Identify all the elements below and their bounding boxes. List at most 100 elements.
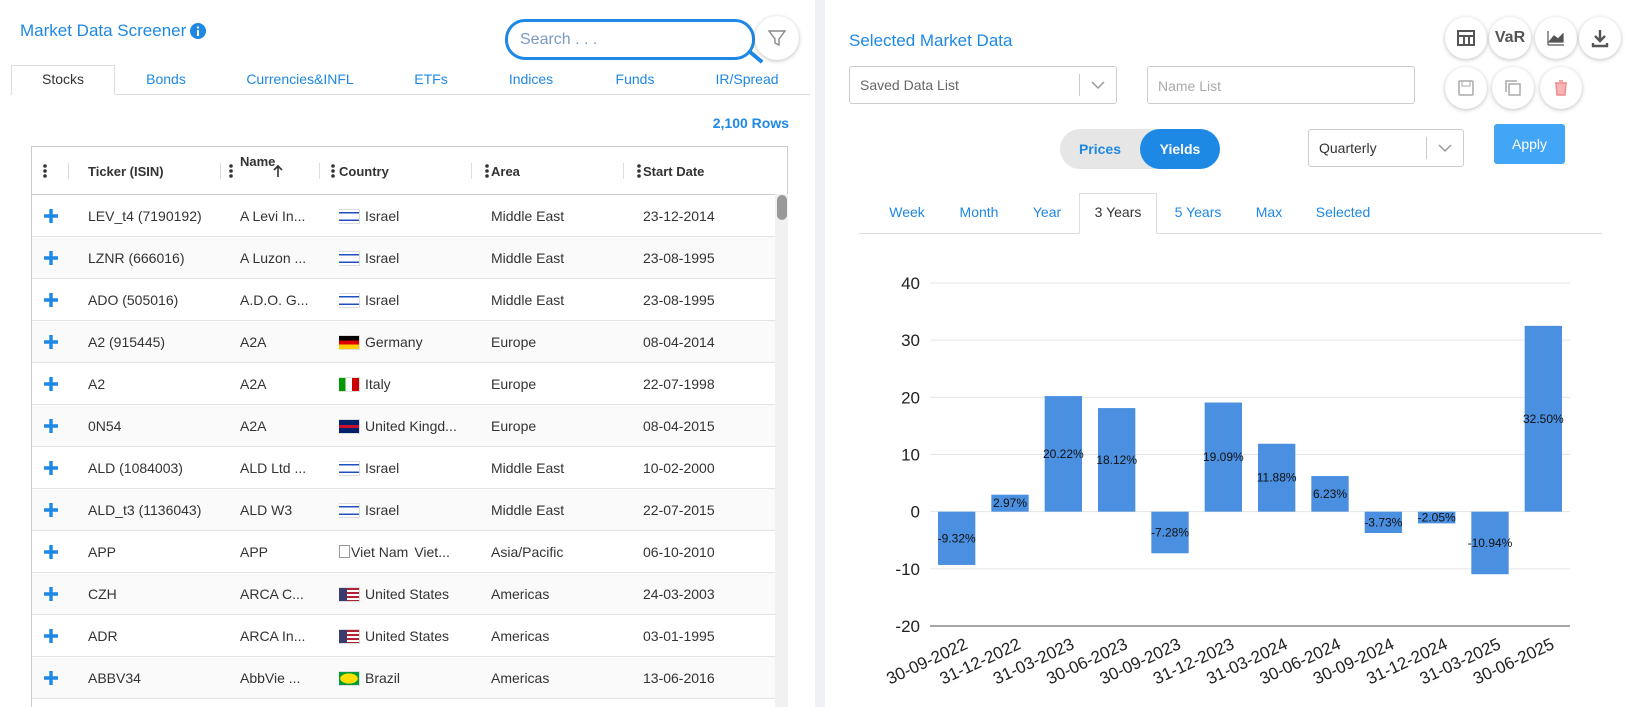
- table-cell: ARCA C...: [240, 573, 320, 615]
- column-header[interactable]: Ticker (ISIN): [88, 164, 164, 179]
- table-cell: A2A: [240, 321, 320, 363]
- filter-button[interactable]: [755, 16, 799, 60]
- range-tab[interactable]: 3 Years: [1094, 204, 1142, 220]
- add-button[interactable]: [43, 628, 59, 649]
- icon: [196, 26, 200, 36]
- chevron: [1090, 78, 1106, 97]
- table-cell: Italy: [339, 363, 474, 405]
- cell-text: A2: [88, 376, 106, 392]
- add-button[interactable]: [43, 292, 59, 313]
- cell-text: Americas: [491, 670, 550, 686]
- add-button[interactable]: [43, 334, 59, 355]
- cell-text: 24-03-2003: [643, 586, 715, 602]
- mode-button[interactable]: Yields: [1140, 129, 1220, 169]
- range-tab[interactable]: Month: [959, 204, 999, 220]
- table-header: Ticker (ISIN) Name Country Area Start Date: [32, 147, 787, 195]
- column-menu[interactable]: [484, 163, 490, 184]
- icon: [43, 164, 47, 178]
- add-button[interactable]: [43, 502, 59, 523]
- name-list-input[interactable]: Name List: [1147, 66, 1415, 104]
- period-select[interactable]: Quarterly: [1308, 129, 1464, 167]
- table-cell: 13-06-2016: [643, 657, 783, 699]
- add-button[interactable]: [43, 586, 59, 607]
- icon: [485, 164, 489, 178]
- range-tab[interactable]: 5 Years: [1174, 204, 1222, 220]
- column-menu[interactable]: [636, 163, 642, 184]
- cell-text: Viet...: [414, 544, 450, 560]
- column-menu[interactable]: [42, 163, 48, 184]
- add-button[interactable]: [43, 250, 59, 271]
- var-button[interactable]: VaR: [1489, 17, 1531, 59]
- bar: [1098, 408, 1136, 512]
- cell-text: A Levi In...: [240, 208, 306, 224]
- broken-image: [339, 545, 350, 558]
- tab-underline: [10, 94, 810, 95]
- cell-text: AbbVie ...: [240, 670, 301, 686]
- range-tab[interactable]: Selected: [1315, 204, 1371, 220]
- mode-button[interactable]: Prices: [1078, 141, 1122, 157]
- tab[interactable]: Currencies&INFL: [246, 71, 354, 87]
- column-header[interactable]: Start Date: [643, 164, 705, 179]
- add-button[interactable]: [43, 670, 59, 691]
- tab[interactable]: ETFs: [414, 71, 448, 87]
- tab[interactable]: Funds: [615, 71, 655, 87]
- table-cell: Europe: [491, 321, 626, 363]
- value-label: 11.88%: [1257, 471, 1297, 485]
- cell-text: Americas: [491, 586, 550, 602]
- cell-text: ARCA In...: [240, 628, 306, 644]
- add-button[interactable]: [43, 544, 59, 565]
- copy-button[interactable]: [1492, 67, 1534, 109]
- cell-text: 13-06-2016: [643, 670, 715, 686]
- search-box[interactable]: Search . . .: [505, 19, 755, 60]
- add-button[interactable]: [43, 208, 59, 229]
- table-cell: 0N54: [88, 405, 218, 447]
- icon: [44, 545, 58, 559]
- column-header[interactable]: Name: [240, 154, 276, 169]
- bar: [1204, 402, 1242, 512]
- column-header[interactable]: Area: [491, 164, 520, 179]
- area-button[interactable]: [1535, 17, 1577, 59]
- cell-text: A2A: [240, 418, 267, 434]
- table-cell: 23-08-1995: [643, 237, 783, 279]
- table-row: A2 (915445) A2A Germany Europe 08-04-2014: [32, 321, 775, 363]
- y-tick-label: 40: [901, 274, 920, 293]
- column-menu[interactable]: [330, 163, 336, 184]
- range-tab[interactable]: Max: [1255, 204, 1283, 220]
- table-cell: ABBV34: [88, 657, 218, 699]
- add-button[interactable]: [43, 418, 59, 439]
- cell-text: Brazil: [365, 670, 401, 686]
- add-button[interactable]: [43, 376, 59, 397]
- table-row: ADR ARCA In... United States Americas 03-01-…: [32, 615, 775, 657]
- table-row: ALD_t3 (1136043) ALD W3 Israel Middle East 2…: [32, 489, 775, 531]
- cell-text: United States: [365, 586, 450, 602]
- value-label: -2.05%: [1418, 511, 1456, 525]
- select-divider: [1079, 74, 1080, 96]
- download-button[interactable]: [1579, 17, 1621, 59]
- range-tab[interactable]: Year: [1032, 204, 1062, 220]
- icon: [273, 164, 283, 177]
- table-cell: APP: [88, 531, 218, 573]
- table-button[interactable]: [1445, 17, 1487, 59]
- saved-list-select[interactable]: Saved Data List: [849, 66, 1117, 104]
- tab[interactable]: Bonds: [146, 71, 186, 87]
- cell-text: 23-12-2014: [643, 208, 715, 224]
- table-row: ABBV34 AbbVie ... Brazil Americas 13-06-2016: [32, 657, 775, 699]
- table-cell: 23-08-1995: [643, 279, 783, 321]
- table-cell: ALD (1084003): [88, 447, 218, 489]
- table-cell: United States: [339, 615, 474, 657]
- column-header[interactable]: Country: [339, 164, 389, 179]
- tab[interactable]: IR/Spread: [715, 71, 779, 87]
- apply-button[interactable]: Apply: [1494, 124, 1565, 164]
- add-button[interactable]: [43, 460, 59, 481]
- table-row: LZNR (666016) A Luzon ... Israel Middle Eas…: [32, 237, 775, 279]
- save-button[interactable]: [1445, 67, 1487, 109]
- cell-text: Americas: [491, 628, 550, 644]
- icon: [1555, 80, 1567, 96]
- cell-text: 0N54: [88, 418, 122, 434]
- delete-button[interactable]: [1540, 67, 1582, 109]
- range-tab[interactable]: Week: [889, 204, 925, 220]
- cell-text: ARCA C...: [240, 586, 304, 602]
- tab[interactable]: Stocks: [41, 71, 85, 87]
- tab[interactable]: Indices: [508, 71, 554, 87]
- column-menu[interactable]: [228, 163, 234, 184]
